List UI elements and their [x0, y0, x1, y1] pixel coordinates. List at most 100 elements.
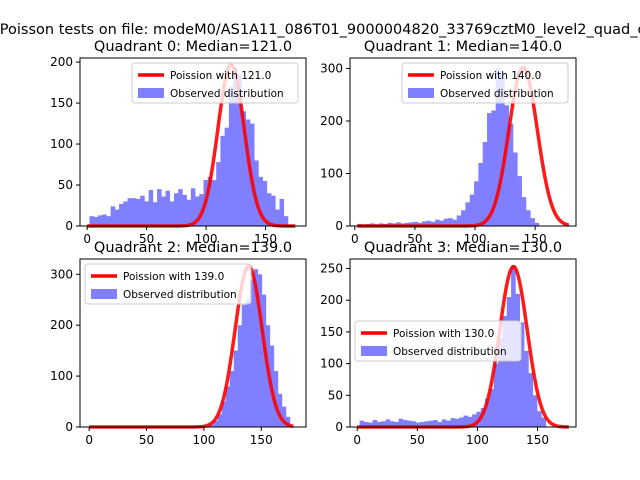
hist-bar [165, 190, 171, 226]
x-tick-label: 150 [526, 433, 549, 447]
hist-bar [283, 216, 289, 226]
legend: Poission with 139.0 Observed distribution [84, 263, 252, 305]
y-tick-label: 200 [320, 293, 343, 307]
hist-bar [148, 189, 154, 226]
hist-bar [443, 218, 449, 226]
axes-frame [349, 258, 577, 428]
hist-bar [504, 105, 509, 226]
hist-bar [489, 388, 495, 427]
hist-bar [277, 393, 283, 427]
legend-poisson-label: Poission with 121.0 [170, 70, 271, 82]
x-tick-label: 50 [139, 433, 154, 447]
hist-bar [435, 219, 440, 226]
hist-bar [220, 135, 225, 226]
y-tick-label: 200 [50, 55, 73, 69]
hist-bar [135, 198, 141, 226]
hist-bar [228, 86, 234, 227]
hist-bar [528, 373, 534, 427]
hist-bar [450, 418, 456, 427]
legend-hist-swatch [91, 289, 117, 299]
hist-bar [241, 111, 247, 226]
panel-title: Quadrant 3: Median=130.0 [364, 240, 562, 256]
hist-bar [213, 420, 218, 427]
y-tick-label: 0 [335, 420, 343, 434]
hist-bar [530, 218, 535, 226]
hist-bar [394, 421, 399, 427]
x-tick-label: 0 [85, 433, 93, 447]
legend-box [401, 62, 569, 104]
y-tick-label: 150 [50, 96, 73, 110]
hist-bar [271, 195, 276, 226]
hist-bar [437, 421, 443, 427]
hist-bar [211, 180, 217, 226]
hist-bar [97, 215, 103, 226]
x-tick-label: 150 [524, 232, 547, 246]
hist-bar [257, 274, 263, 427]
hist-bar [241, 304, 247, 427]
hist-bar [225, 386, 231, 427]
hist-bar [279, 198, 285, 226]
hist-bar [422, 221, 427, 226]
legend-observed-label: Observed distribution [170, 88, 284, 100]
hist-bar [459, 417, 464, 427]
hist-bar [114, 209, 120, 226]
legend-hist-swatch [138, 88, 164, 98]
hist-bar [389, 421, 395, 427]
x-tick-label: 0 [353, 433, 361, 447]
hist-bar [402, 420, 408, 427]
hist-bar [372, 420, 378, 427]
hist-bar [495, 68, 501, 226]
x-tick-label: 150 [250, 433, 273, 447]
y-tick-label: 300 [50, 267, 73, 281]
hist-bar [93, 216, 99, 226]
hist-bar [474, 181, 479, 226]
legend-box [354, 320, 522, 362]
hist-bar [517, 176, 522, 226]
legend: Poission with 140.0 Observed distribution [401, 62, 569, 104]
hist-bar [359, 420, 365, 427]
hist-bar [480, 407, 486, 427]
axes-frame [79, 57, 307, 227]
hist-bar [245, 119, 251, 226]
x-tick-label: 100 [192, 433, 215, 447]
hist-bar [478, 163, 484, 226]
hist-bar [452, 219, 458, 226]
hist-bar [195, 196, 200, 226]
hist-bar [448, 218, 453, 226]
hist-bar [190, 188, 196, 226]
hist-bar [396, 222, 401, 226]
panel-0: 0 50 100 150 0 50 100 150 200 Quadrant 0: Median=… [50, 39, 307, 246]
hist-bar [254, 160, 259, 226]
figure-suptitle: Plots for Poisson tests on file: modeM0/… [0, 22, 640, 38]
y-tick-label: 0 [65, 420, 73, 434]
panel-3: 0 50 100 150 0 50 100 150 200 250 Quadrant 3: Medi… [320, 240, 577, 447]
hist-bar [209, 424, 214, 427]
hist-bar [253, 269, 259, 427]
hist-bar [102, 214, 107, 226]
y-tick-label: 100 [50, 137, 73, 151]
hist-bar [237, 325, 243, 427]
y-tick-label: 0 [335, 219, 343, 233]
hist-bar [430, 221, 436, 226]
hist-bar [537, 411, 542, 427]
legend-hist-swatch [408, 88, 434, 98]
hist-bar [237, 74, 242, 226]
legend-poisson-label: Poission with 139.0 [123, 271, 224, 283]
y-tick-label: 100 [320, 167, 343, 181]
legend-hist-swatch [361, 346, 387, 356]
hist-bar [420, 421, 425, 427]
hist-bar [89, 216, 95, 226]
legend-observed-label: Observed distribution [393, 346, 507, 358]
hist-bar [502, 316, 508, 427]
x-tick-label: 50 [407, 232, 422, 246]
hist-bar [534, 222, 540, 226]
hist-bar [182, 194, 187, 226]
hist-bar [463, 415, 469, 427]
legend: Poission with 130.0 Observed distribution [354, 320, 522, 362]
legend-poisson-label: Poission with 140.0 [440, 70, 541, 82]
hist-bar [461, 210, 466, 226]
hist-bar [363, 421, 369, 427]
hist-bar [224, 127, 230, 226]
hist-bar [140, 195, 145, 226]
